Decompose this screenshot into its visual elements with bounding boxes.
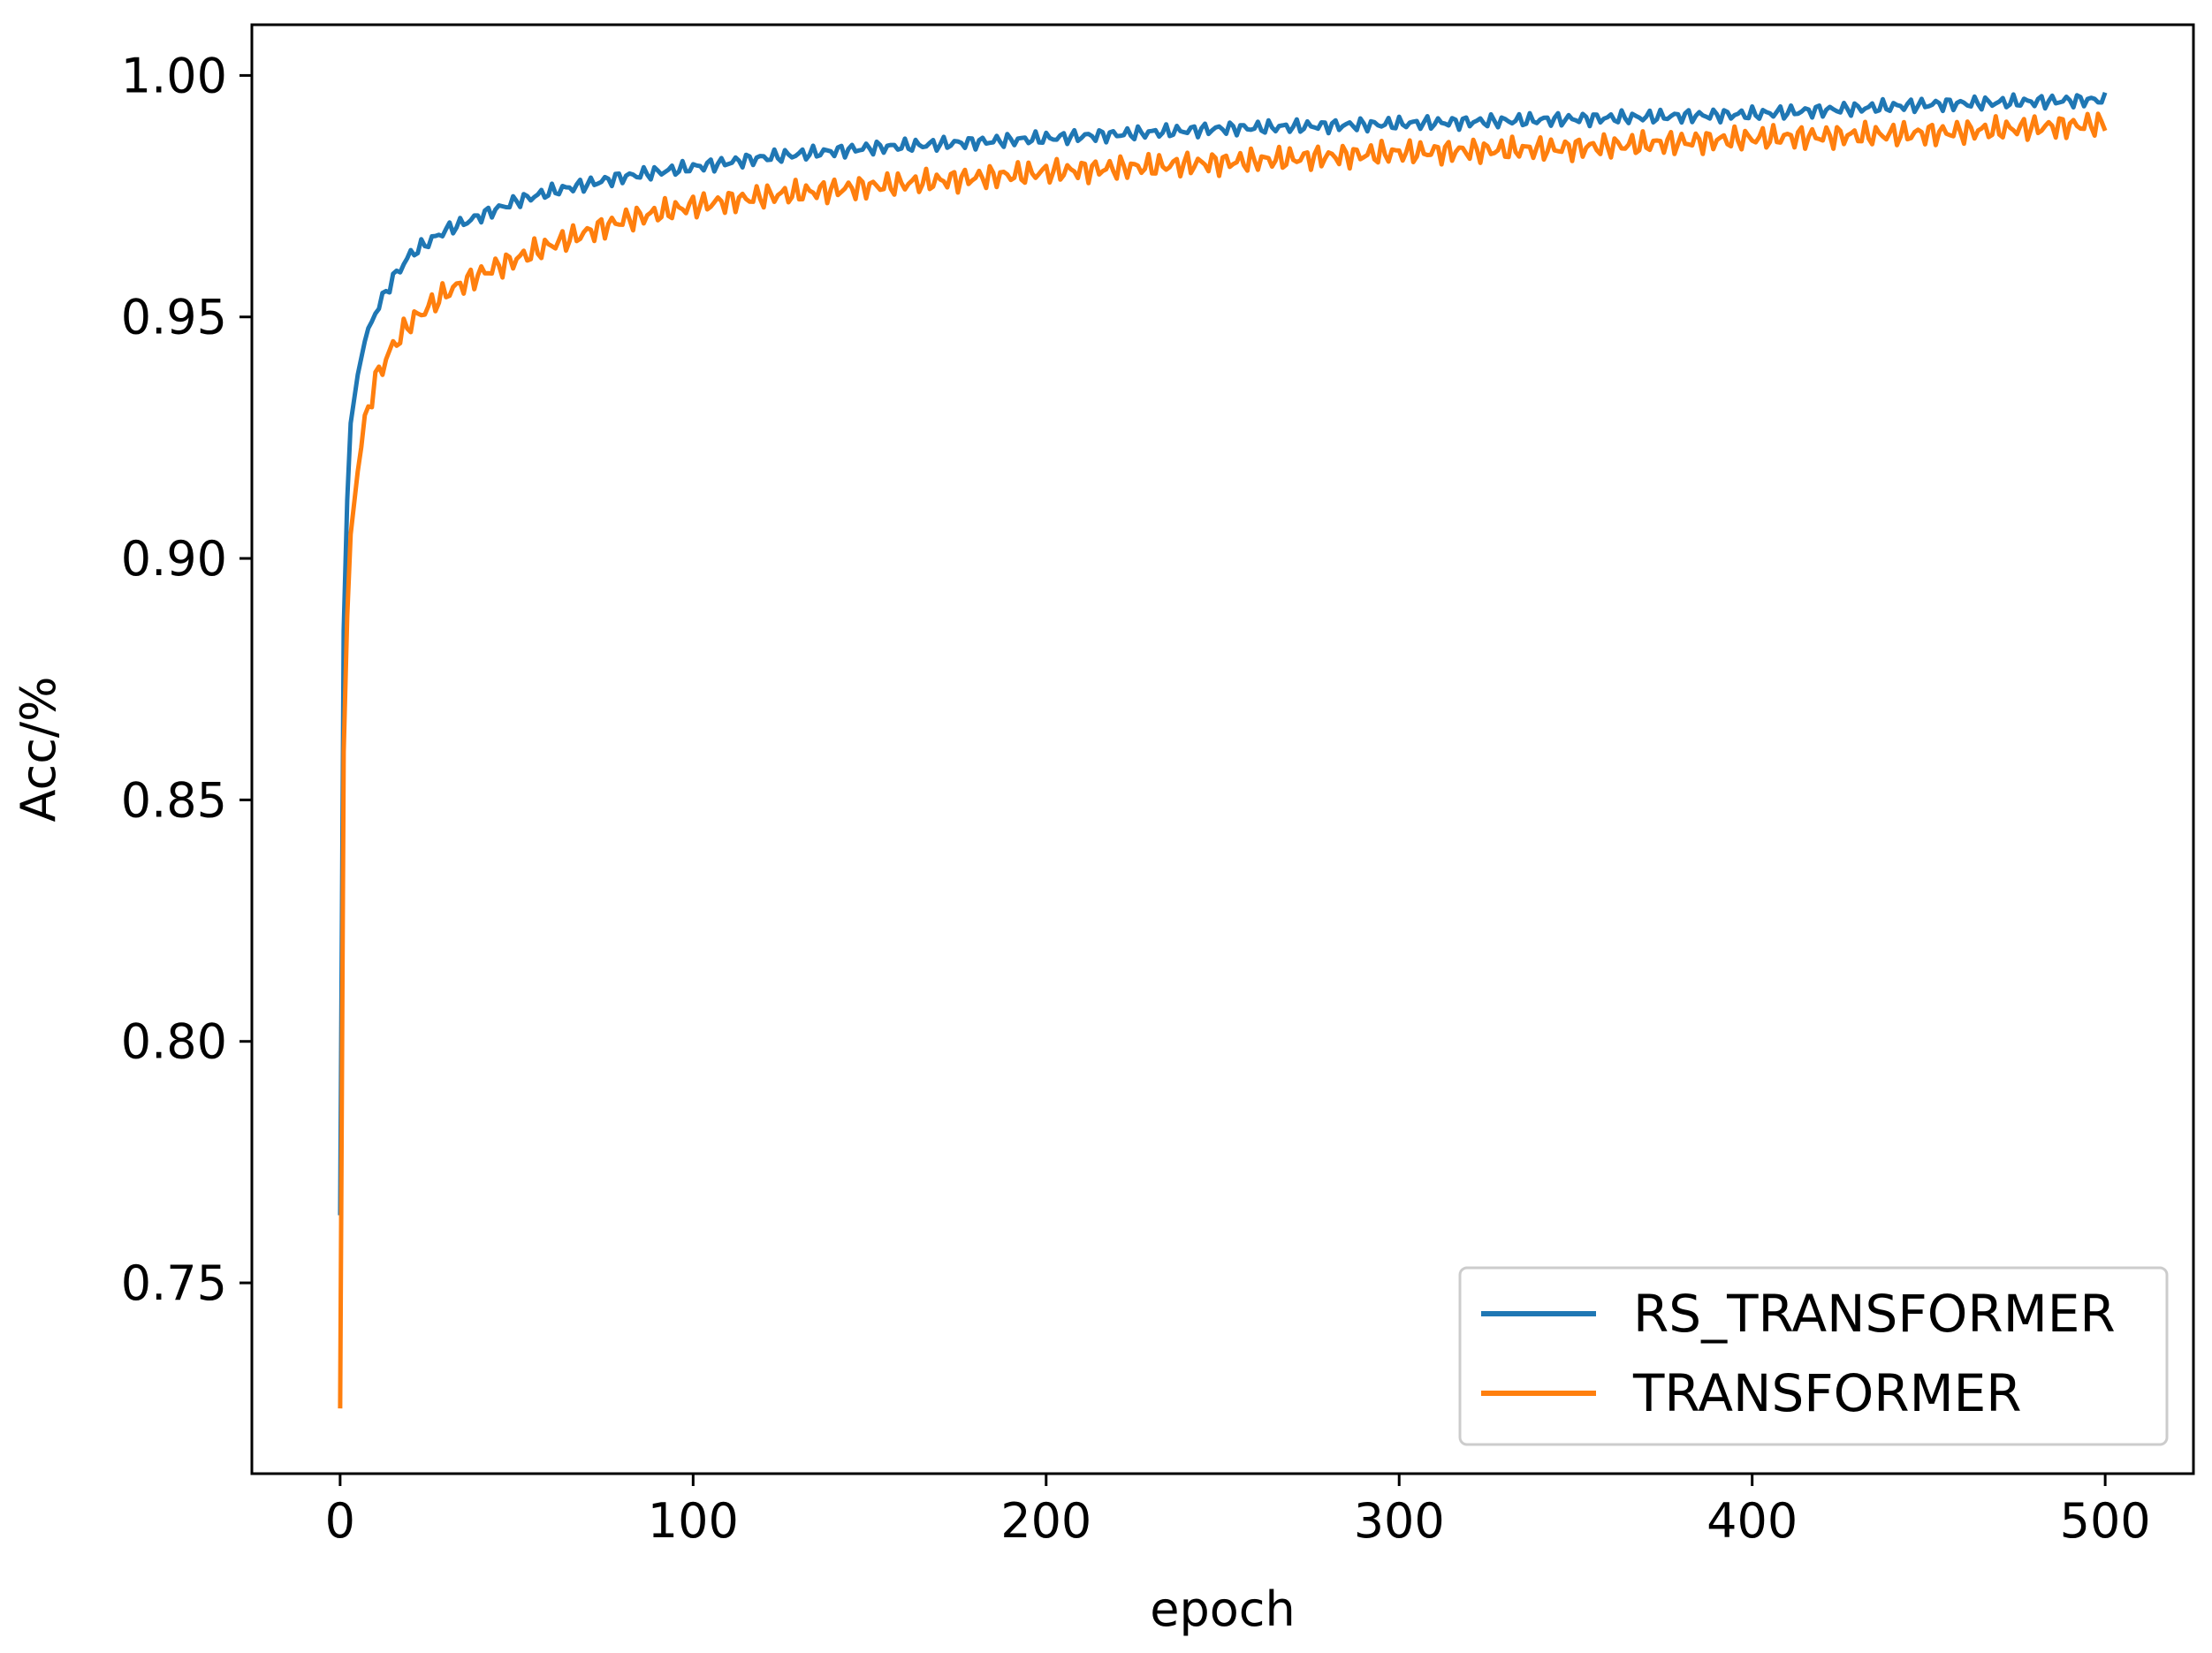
x-tick-label: 500 xyxy=(2060,1493,2151,1549)
x-tick-label: 0 xyxy=(325,1493,355,1549)
x-axis-ticks: 0 100 200 300 400 500 xyxy=(325,1474,2151,1549)
x-axis-label: epoch xyxy=(1150,1581,1295,1637)
series-line-rs-transformer xyxy=(338,91,2108,1216)
y-tick-label: 0.85 xyxy=(121,772,227,828)
y-axis-ticks: 0.75 0.80 0.85 0.90 0.95 1.00 xyxy=(121,48,252,1311)
y-tick-label: 0.75 xyxy=(121,1255,227,1311)
legend: RS_TRANSFORMER TRANSFORMER xyxy=(1458,1266,2169,1446)
legend-label-transformer: TRANSFORMER xyxy=(1632,1363,2022,1423)
y-axis-label: Acc/% xyxy=(11,677,66,823)
plot-frame xyxy=(250,23,2195,1475)
x-tick-label: 200 xyxy=(1000,1493,1091,1549)
x-tick-label: 400 xyxy=(1707,1493,1798,1549)
x-tick-label: 300 xyxy=(1354,1493,1445,1549)
y-tick-label: 0.90 xyxy=(121,531,227,587)
y-tick-label: 0.95 xyxy=(121,290,227,345)
y-tick-label: 0.80 xyxy=(121,1014,227,1070)
series-line-transformer xyxy=(338,111,2108,1409)
legend-box xyxy=(1458,1266,2169,1446)
x-tick-label: 100 xyxy=(648,1493,739,1549)
legend-label-rs-transformer: RS_TRANSFORMER xyxy=(1633,1284,2116,1344)
y-tick-label: 1.00 xyxy=(121,48,227,103)
series-layer xyxy=(338,91,2108,1409)
